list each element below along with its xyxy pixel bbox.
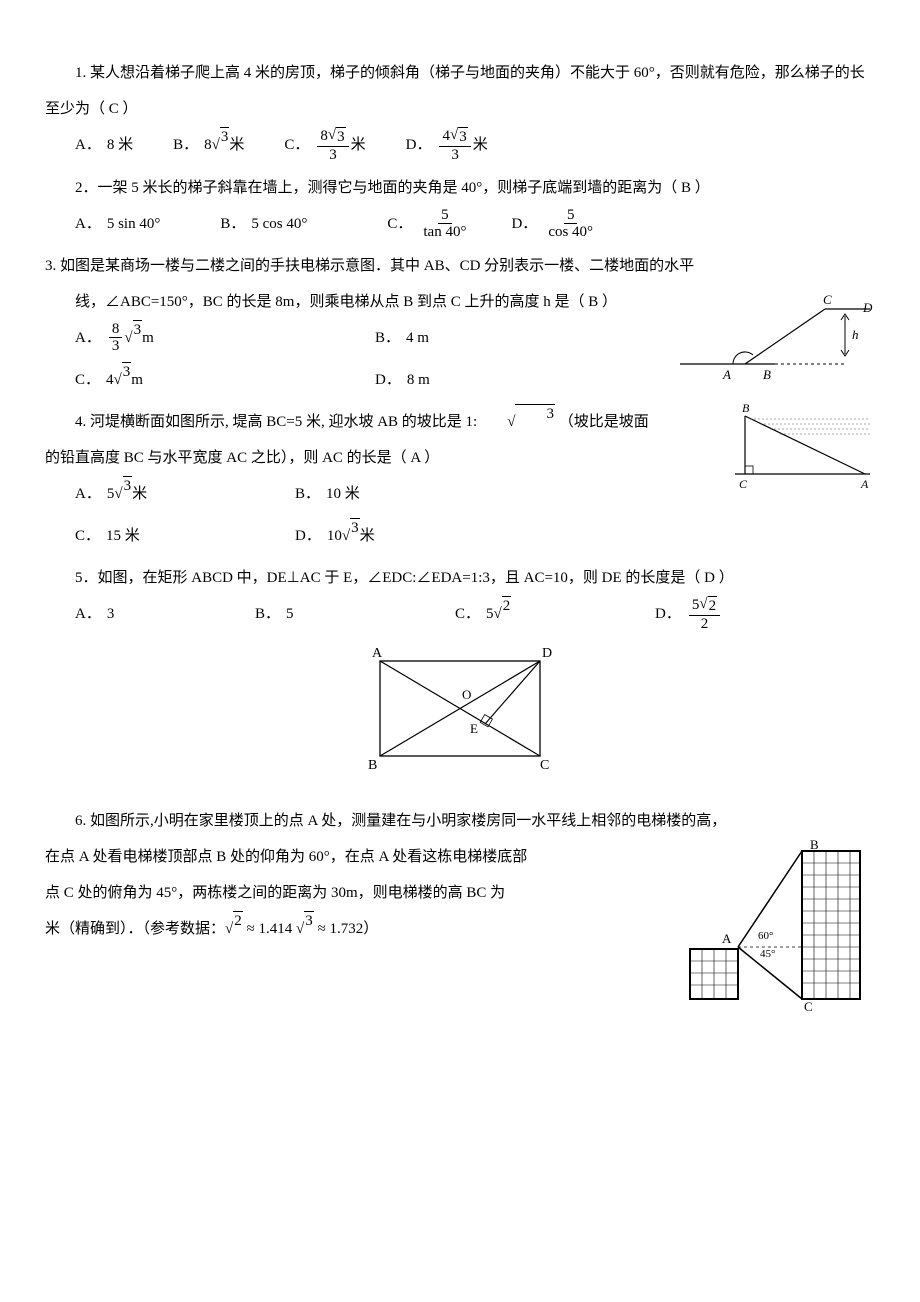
q4-opt-b: B． 10 米 <box>295 476 675 512</box>
q3-opt-b: B． 4 m <box>375 320 625 356</box>
label-a: A <box>372 646 383 661</box>
question-1: 1. 某人想沿着梯子爬上高 4 米的房顶，梯子的倾斜角（梯子与地面的夹角）不能大… <box>45 55 875 164</box>
fraction: 52 2 <box>689 596 720 633</box>
fraction: 8 3 <box>109 321 123 355</box>
label-o: O <box>462 687 471 702</box>
sqrt-icon: 3 <box>114 476 132 512</box>
q1-options: A． 8 米 B． 8 3 米 C． 83 3 米 D． 43 3 米 <box>75 127 875 164</box>
question-2: 2．一架 5 米长的梯子斜靠在墙上，测得它与地面的夹角是 40°，则梯子底端到墙… <box>45 170 875 242</box>
label-c: C <box>804 999 813 1014</box>
q3-opt-d: D． 8 m <box>375 362 625 398</box>
q6-line2: 在点 A 处看电梯楼顶部点 B 处的仰角为 60°，在点 A 处看这栋电梯楼底部 <box>45 839 670 875</box>
q5-opt-b: B． 5 <box>255 596 455 633</box>
q4-opt-a: A． 5 3 米 <box>75 476 255 512</box>
label-d: D <box>862 300 873 315</box>
q5-figure: A D B C O E <box>45 641 875 795</box>
q2-opt-c: C． 5 tan 40° <box>387 206 471 242</box>
fraction: 83 3 <box>317 127 348 164</box>
question-4: 4. 河堤横断面如图所示, 堤高 BC=5 米, 迎水坡 AB 的坡比是 1:3… <box>45 404 875 555</box>
q2-text: 2．一架 5 米长的梯子斜靠在墙上，测得它与地面的夹角是 40°，则梯子底端到墙… <box>45 170 875 206</box>
q1-text: 1. 某人想沿着梯子爬上高 4 米的房顶，梯子的倾斜角（梯子与地面的夹角）不能大… <box>45 55 875 127</box>
label-b: B <box>810 839 819 852</box>
q3-figure: A B C D h <box>675 284 875 398</box>
sqrt-icon: 3 <box>328 127 346 146</box>
q2-opt-a: A． 5 sin 40° <box>75 206 160 242</box>
sqrt-icon: 2 <box>494 596 512 632</box>
sqrt-icon: 3 <box>342 518 360 554</box>
sqrt-icon: 3 <box>212 127 230 163</box>
sqrt-icon: 3 <box>124 320 142 356</box>
q4-options: A． 5 3 米 B． 10 米 C． 15 米 D． 10 3 <box>75 476 715 554</box>
sqrt-icon: 3 <box>296 911 314 947</box>
label-a: A <box>722 367 731 382</box>
label-60: 60° <box>758 930 773 942</box>
question-6: 6. 如图所示,小明在家里楼顶上的点 A 处，测量建在与小明家楼房同一水平线上相… <box>45 803 875 1028</box>
label-c: C <box>540 758 549 773</box>
label-c: C <box>823 292 832 307</box>
q3-opt-a: A． 8 3 3 m <box>75 320 335 356</box>
sqrt-icon: 2 <box>699 596 717 615</box>
q3-opt-c: C． 4 3 m <box>75 362 335 398</box>
label-b: B <box>368 758 377 773</box>
q5-opt-d: D． 52 2 <box>655 596 722 633</box>
label-b: B <box>742 404 750 415</box>
label-a: A <box>860 477 869 491</box>
q5-opt-a: A． 3 <box>75 596 255 633</box>
q6-line4: 米（精确到）．（参考数据：2 ≈ 1.414 3 ≈ 1.732） <box>45 911 670 948</box>
label-b: B <box>763 367 771 382</box>
sqrt-icon: 3 <box>114 362 132 398</box>
q2-opt-d: D． 5 cos 40° <box>511 206 598 242</box>
q1-opt-a: A． 8 米 <box>75 127 133 164</box>
question-3: 3. 如图是某商场一楼与二楼之间的手扶电梯示意图．其中 AB、CD 分别表示一楼… <box>45 248 875 398</box>
q4-line1: 4. 河堤横断面如图所示, 堤高 BC=5 米, 迎水坡 AB 的坡比是 1:3… <box>45 404 715 441</box>
q3-line2: 线，∠ABC=150°，BC 的长是 8m，则乘电梯从点 B 到点 C 上升的高… <box>45 284 665 320</box>
q3-line1: 3. 如图是某商场一楼与二楼之间的手扶电梯示意图．其中 AB、CD 分别表示一楼… <box>45 248 875 284</box>
q3-options: A． 8 3 3 m B． 4 m C． 4 3 m <box>75 320 665 398</box>
q4-figure: B C A <box>725 404 875 508</box>
q6-line1: 6. 如图所示,小明在家里楼顶上的点 A 处，测量建在与小明家楼房同一水平线上相… <box>45 803 875 839</box>
label-h: h <box>852 327 859 342</box>
q5-opt-c: C． 5 2 <box>455 596 655 633</box>
q5-text: 5．如图，在矩形 ABCD 中，DE⊥AC 于 E，∠EDC:∠EDA=1:3，… <box>45 560 875 596</box>
q4-opt-d: D． 10 3 米 <box>295 518 675 554</box>
label-d: D <box>542 646 552 661</box>
label-c: C <box>739 477 748 491</box>
q4-opt-c: C． 15 米 <box>75 518 255 554</box>
fraction: 5 tan 40° <box>420 207 469 241</box>
sqrt-icon: 3 <box>450 127 468 146</box>
q5-options: A． 3 B． 5 C． 5 2 D． 52 2 <box>75 596 875 633</box>
sqrt-icon: 3 <box>477 404 555 440</box>
fraction: 43 3 <box>439 127 470 164</box>
question-5: 5．如图，在矩形 ABCD 中，DE⊥AC 于 E，∠EDC:∠EDA=1:3，… <box>45 560 875 795</box>
q6-figure: A B C 60° 45° <box>680 839 875 1028</box>
label-e: E <box>470 721 478 736</box>
label-a: A <box>722 931 732 946</box>
sqrt-icon: 2 <box>225 911 243 947</box>
q1-opt-d: D． 43 3 米 <box>406 127 488 164</box>
label-45: 45° <box>760 948 775 960</box>
q6-line3: 点 C 处的俯角为 45°，两栋楼之间的距离为 30m，则电梯楼的高 BC 为 <box>45 875 670 911</box>
q2-opt-b: B． 5 cos 40° <box>220 206 307 242</box>
q1-opt-b: B． 8 3 米 <box>173 127 244 164</box>
q1-opt-c: C． 83 3 米 <box>284 127 365 164</box>
q4-line2: 的铅直高度 BC 与水平宽度 AC 之比），则 AC 的长是（ A ） <box>45 440 715 476</box>
fraction: 5 cos 40° <box>545 207 596 241</box>
q2-options: A． 5 sin 40° B． 5 cos 40° C． 5 tan 40° D… <box>75 206 875 242</box>
